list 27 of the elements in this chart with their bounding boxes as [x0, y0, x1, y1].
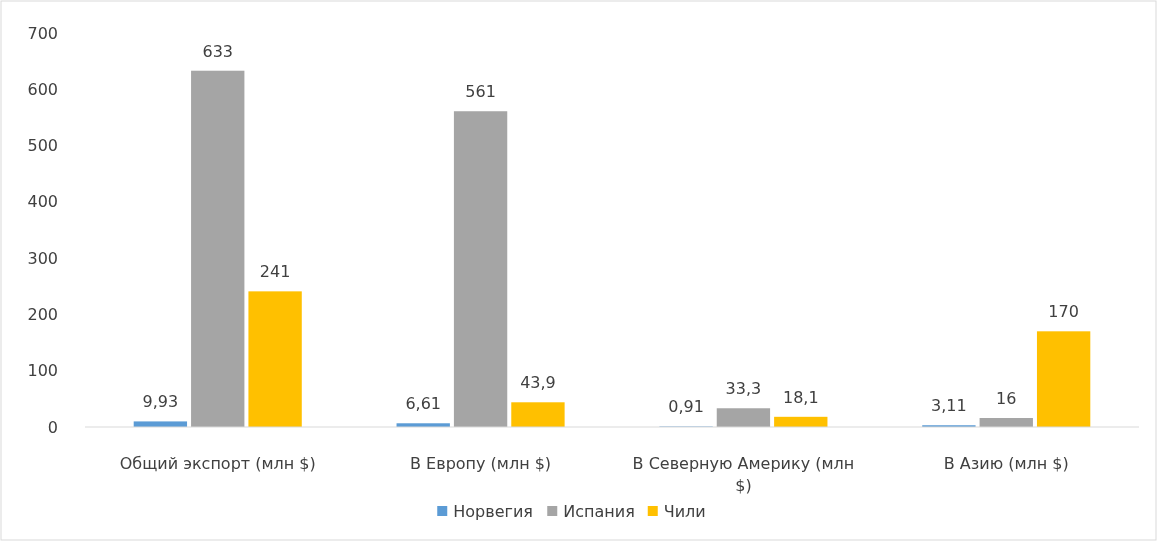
y-tick-label: 600: [27, 79, 58, 99]
data-label: 43,9: [520, 373, 556, 393]
y-tick-label: 300: [27, 248, 58, 268]
legend-label: Испания: [563, 501, 635, 521]
data-label: 16: [996, 388, 1017, 408]
y-tick-label: 700: [27, 23, 58, 43]
y-tick-label: 200: [27, 305, 58, 325]
y-tick-label: 100: [27, 361, 58, 381]
legend-label: Чили: [663, 501, 706, 521]
data-label: 6,61: [405, 394, 442, 414]
data-label: 0,91: [668, 397, 704, 417]
data-label: 3,11: [931, 396, 967, 416]
data-label: 18,1: [782, 387, 819, 407]
y-tick-label: 500: [27, 136, 58, 156]
data-label: 633: [202, 41, 234, 61]
x-tick-label: В Европу (млн $): [410, 454, 552, 473]
data-label: 170: [1048, 302, 1079, 322]
x-tick-label: Общий экспорт (млн $): [119, 454, 316, 473]
legend-label: Норвегия: [453, 501, 533, 521]
data-label: 9,93: [142, 392, 179, 412]
data-label: 241: [259, 262, 291, 282]
x-tick-label: В Северную Америку (млн $): [632, 454, 855, 495]
data-label: 33,3: [725, 379, 762, 399]
data-label: 561: [465, 82, 496, 102]
y-tick-label: 0: [47, 417, 58, 437]
x-tick-label: В Азию (млн $): [943, 454, 1069, 473]
y-tick-label: 400: [27, 192, 58, 212]
